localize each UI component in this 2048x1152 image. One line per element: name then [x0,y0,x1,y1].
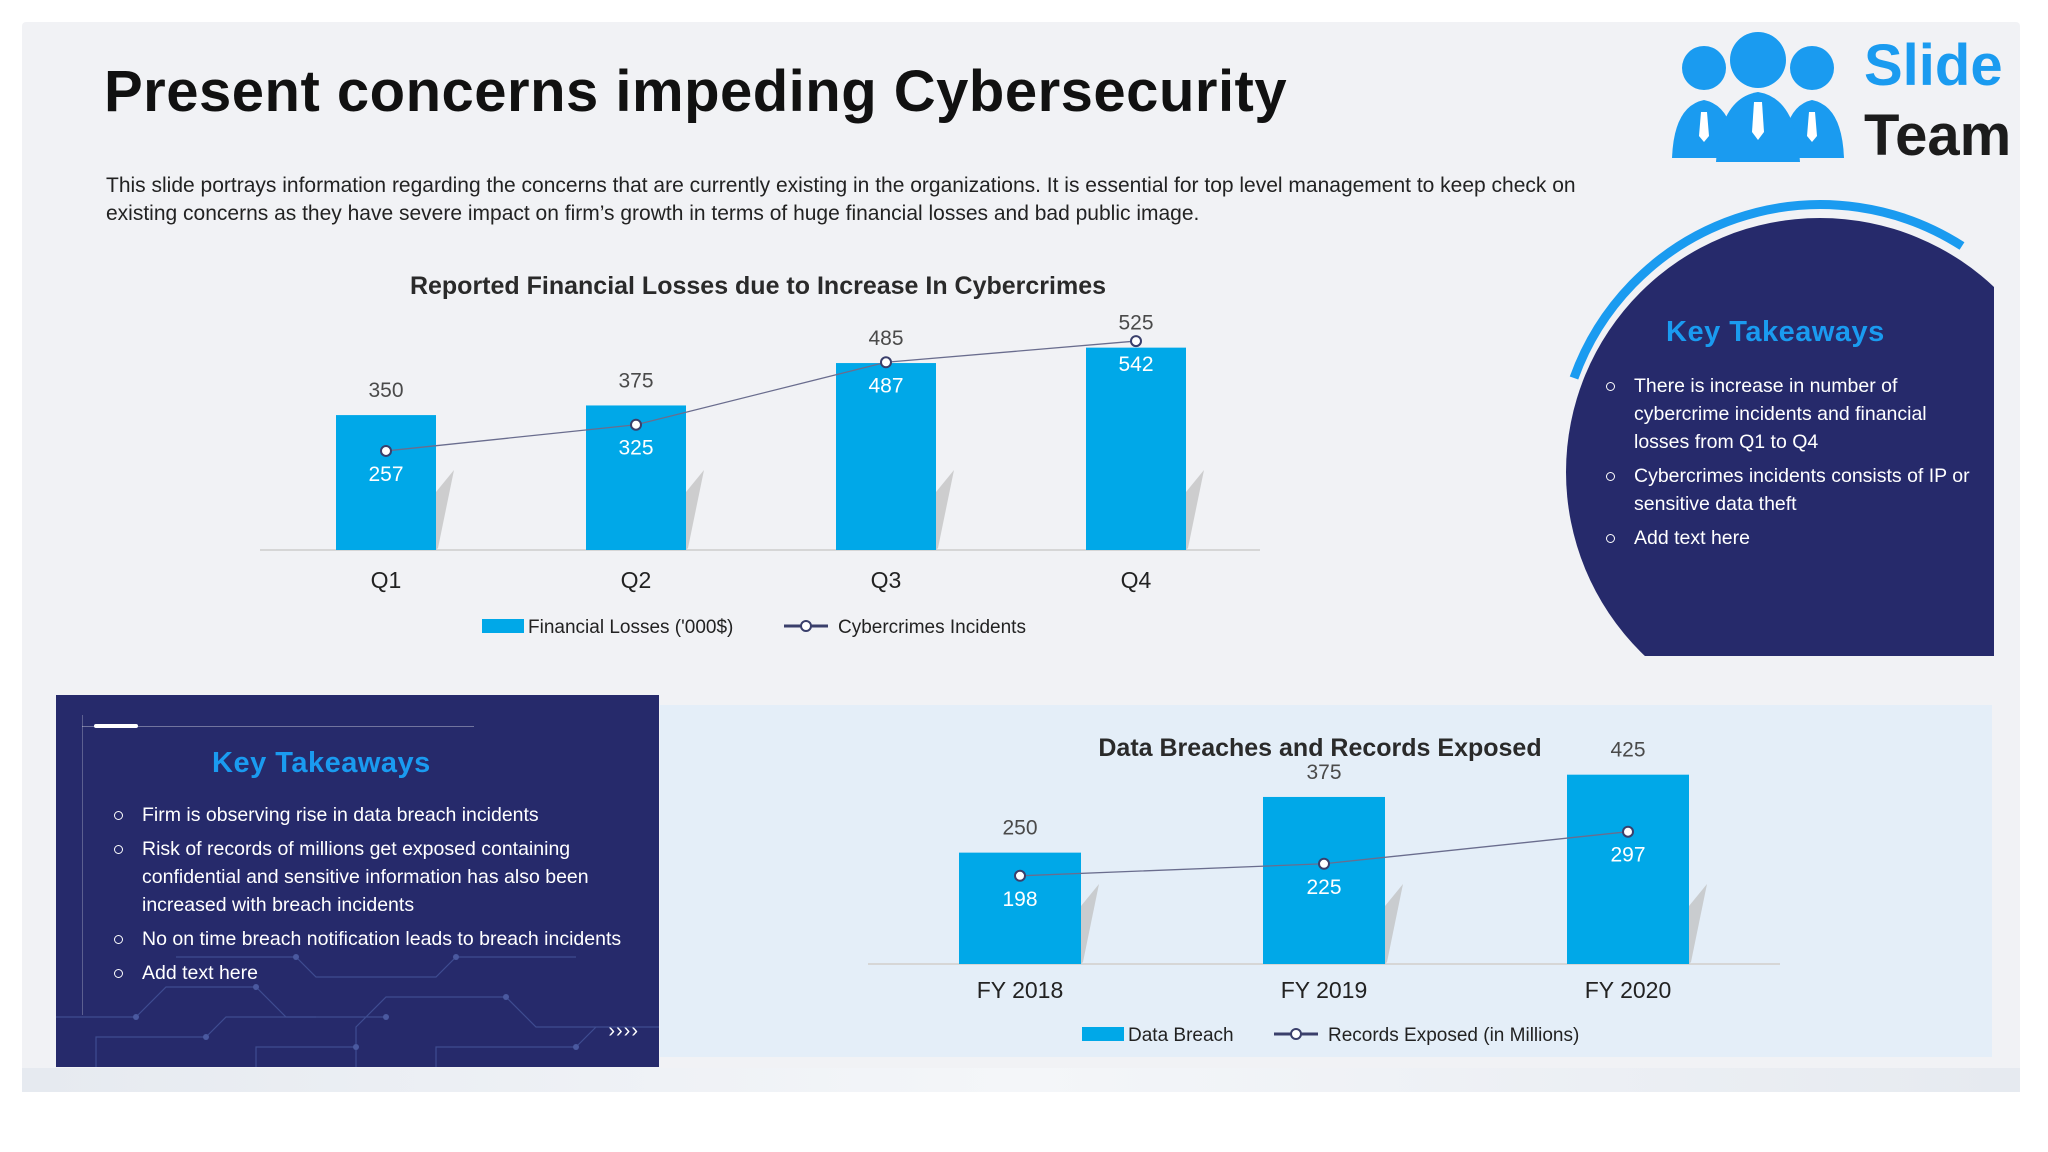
x-tick-label: Q1 [371,567,402,593]
key-takeaways-left-panel: Key Takeaways Firm is observing rise in … [56,695,659,1067]
legend-swatch-marker [1290,1028,1302,1040]
legend-label-line: Records Exposed (in Millions) [1328,1025,1579,1046]
list-item: Add text here [1604,524,1984,552]
decorative-vertical-line [82,715,83,1015]
financial-losses-chart: Reported Financial Losses due to Increas… [260,272,1260,638]
bar-shadow [1385,884,1403,964]
line-point [880,356,892,369]
legend-swatch-bar [1082,1027,1124,1041]
bullet-icon [114,811,123,820]
bar [1263,796,1385,964]
bar-shadow [936,470,954,550]
bar [836,363,936,550]
list-item: Risk of records of millions get exposed … [112,835,632,919]
line-point [1014,869,1026,882]
bullet-icon [114,935,123,944]
people-icon [1672,32,1844,162]
bullet-icon [1606,382,1615,391]
bullet-icon [1606,534,1615,543]
x-tick-label: Q4 [1121,567,1152,593]
line-point [630,418,642,431]
x-tick-label: FY 2020 [1585,977,1672,1003]
line-point [1622,825,1634,838]
decorative-line [82,726,474,727]
takeaways-arc-shape [1566,200,1994,656]
bar-value-label: 375 [1306,761,1341,784]
chevrons-right-icon: ›››› [608,1020,639,1042]
list-item: No on time breach notification leads to … [112,925,632,953]
line-value-label: 542 [1118,353,1153,376]
bar-shadow [686,470,704,550]
line-point [1318,857,1330,870]
bar-shadow [1186,470,1204,550]
decorative-bar [94,724,138,728]
bar-value-label: 375 [618,369,653,392]
chart-title: Data Breaches and Records Exposed [1098,734,1541,762]
line-value-label: 297 [1610,844,1645,867]
line-value-label: 257 [368,463,403,486]
bar-shadow [1081,884,1099,964]
legend-label-bar: Financial Losses ('000$) [528,617,733,638]
bullet-icon [1606,472,1615,481]
logo-text-slide: Slide [1864,33,2003,98]
legend-swatch-marker [800,620,812,632]
bullet-icon [114,845,123,854]
legend-swatch-bar [482,619,524,633]
data-breaches-chart: Data Breaches and Records Exposed 250 FY 2… [868,734,1780,1046]
logo-text-team: Team [1864,103,2012,168]
line-value-label: 198 [1002,888,1037,911]
line-value-label: 487 [868,374,903,397]
takeaways-right-title: Key Takeaways [1666,316,1885,348]
takeaways-right-list: There is increase in number of cybercrim… [1604,372,1984,558]
bullet-icon [114,969,123,978]
takeaways-left-list: Firm is observing rise in data breach in… [112,801,632,993]
bar-value-label: 350 [368,379,403,402]
slide-footer-strip [22,1068,2020,1092]
bar-shadow [436,470,454,550]
page-title: Present concerns impeding Cybersecurity [104,59,1288,124]
bar-value-label: 425 [1610,739,1645,762]
bar-value-label: 525 [1118,312,1153,335]
x-tick-label: Q2 [621,567,652,593]
list-item: Cybercrimes incidents consists of IP or … [1604,462,1984,518]
chart-title: Reported Financial Losses due to Increas… [410,272,1106,300]
key-takeaways-right-panel: Key Takeaways There is increase in numbe… [1560,190,1994,656]
bar [1567,774,1689,964]
series-line [385,340,1137,452]
line-point [380,444,392,457]
slideteam-logo: Slide Team [1664,28,2024,168]
legend-label-line: Cybercrimes Incidents [838,617,1026,638]
takeaways-left-title: Key Takeaways [212,747,431,779]
list-item: Firm is observing rise in data breach in… [112,801,632,829]
circuit-pattern-decoration [56,954,659,1067]
slide-description: This slide portrays information regardin… [106,174,1576,225]
bar-value-label: 250 [1002,817,1037,840]
bar-shadow [1689,884,1707,964]
legend-label-bar: Data Breach [1128,1025,1234,1046]
line-value-label: 325 [618,437,653,460]
x-tick-label: Q3 [871,567,902,593]
bar-value-label: 485 [868,327,903,350]
line-point [1130,335,1142,348]
list-item: There is increase in number of cybercrim… [1604,372,1984,456]
list-item: Add text here [112,959,632,987]
x-tick-label: FY 2019 [1281,977,1368,1003]
line-value-label: 225 [1306,876,1341,899]
bar [1086,347,1186,550]
x-tick-label: FY 2018 [977,977,1064,1003]
bar [336,415,436,550]
